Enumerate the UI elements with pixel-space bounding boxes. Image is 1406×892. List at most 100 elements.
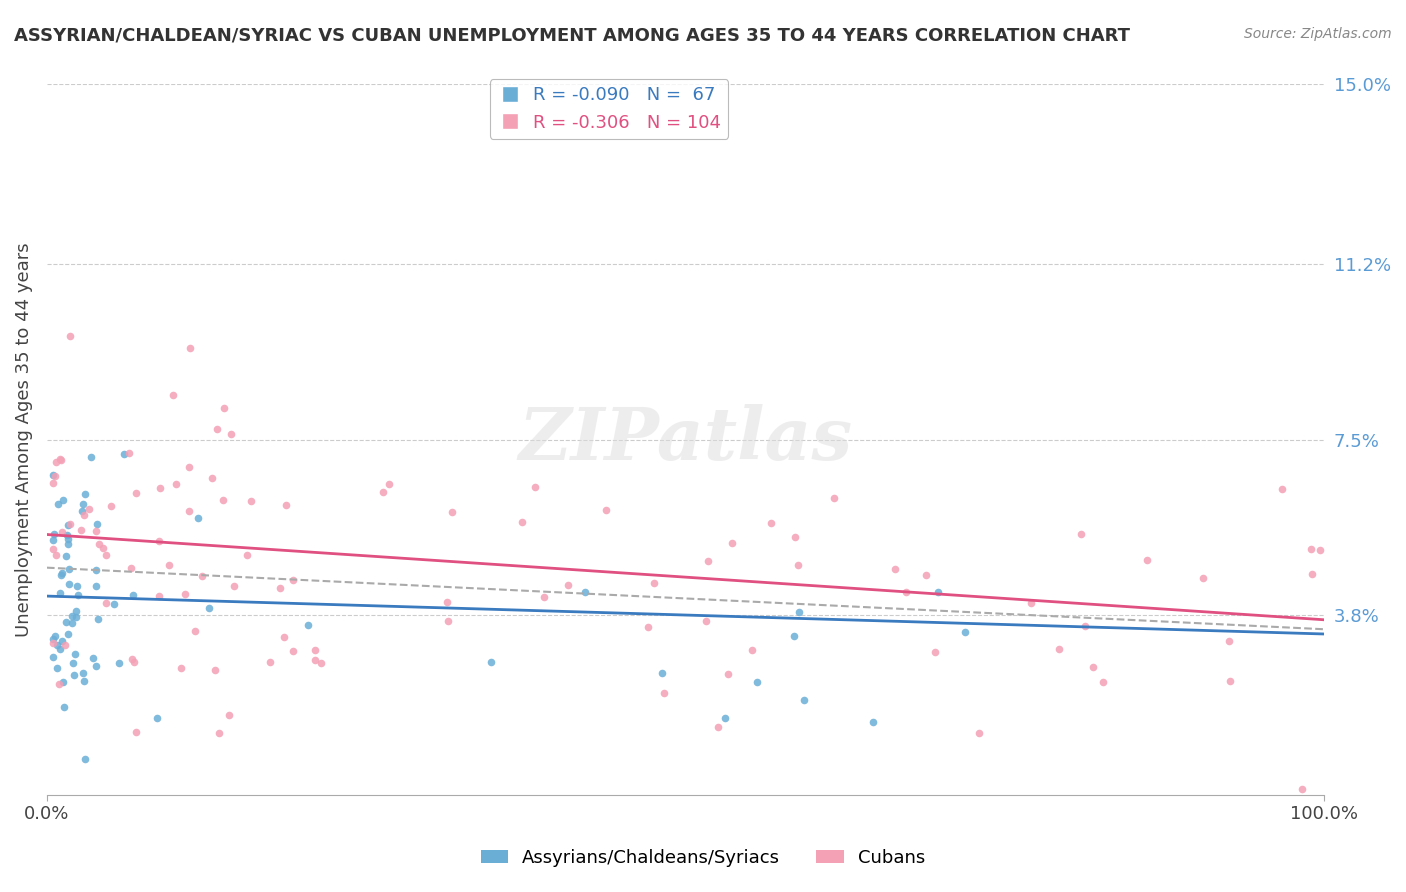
Point [170,661,193,675]
Point [75,487,97,501]
Point [741,643,763,657]
Point [1192,570,1215,584]
Point [125,724,148,739]
Point [55,638,77,652]
Point [72,666,94,681]
Point [595,503,617,517]
Point [148,589,170,603]
Point [1135,553,1157,567]
Point [787,558,810,572]
Point [60,608,83,623]
Point [84,524,107,538]
Point [304,642,326,657]
Point [208,726,231,740]
Point [51,567,73,582]
Point [66,579,89,593]
Point [45,661,67,675]
Point [56,517,79,532]
Point [378,477,401,491]
Point [56,537,79,551]
Point [48,677,70,691]
Point [42,636,65,650]
Point [177,459,200,474]
Point [783,629,806,643]
Point [1301,567,1323,582]
Point [651,665,673,680]
Point [207,422,229,436]
Point [927,585,949,599]
Point [201,471,224,485]
Point [191,569,214,583]
Point [65,610,87,624]
Point [198,601,221,615]
Point [44,469,66,483]
Point [437,614,460,628]
Point [55,549,77,564]
Point [259,656,281,670]
Point [73,673,96,688]
Point [56,528,79,542]
Point [42,467,65,482]
Point [373,484,395,499]
Point [783,530,806,544]
Point [793,693,815,707]
Point [652,686,675,700]
Point [80,450,103,464]
Point [524,480,547,494]
Point [281,644,304,658]
Point [174,587,197,601]
Point [707,720,730,734]
Point [45,638,67,652]
Point [45,548,67,562]
Point [212,493,235,508]
Point [695,614,717,628]
Point [72,497,94,511]
Point [1299,542,1322,557]
Point [87,537,110,551]
Point [103,597,125,611]
Point [637,620,659,634]
Point [510,515,533,529]
Point [42,632,65,646]
Point [55,615,77,630]
Point [747,674,769,689]
Point [62,668,84,682]
Legend: Assyrians/Chaldeans/Syriacs, Cubans: Assyrians/Chaldeans/Syriacs, Cubans [474,842,932,874]
Point [46,497,69,511]
Point [273,630,295,644]
Point [236,548,259,562]
Point [51,524,73,539]
Point [883,562,905,576]
Point [240,494,263,508]
Point [52,492,75,507]
Point [121,652,143,666]
Point [557,578,579,592]
Point [56,533,79,547]
Point [72,504,94,518]
Point [120,561,142,575]
Point [96,548,118,562]
Point [82,651,104,665]
Point [65,604,87,618]
Point [714,711,737,725]
Point [148,533,170,548]
Point [75,752,97,766]
Point [118,446,141,460]
Point [696,554,718,568]
Text: ZIPatlas: ZIPatlas [519,404,852,475]
Point [1309,542,1331,557]
Point [49,642,72,657]
Point [52,675,75,690]
Point [42,476,65,491]
Point [1271,482,1294,496]
Point [49,452,72,467]
Point [222,579,245,593]
Point [58,626,80,640]
Point [51,566,73,581]
Y-axis label: Unemployment Among Ages 35 to 44 years: Unemployment Among Ages 35 to 44 years [15,243,32,637]
Text: ASSYRIAN/CHALDEAN/SYRIAC VS CUBAN UNEMPLOYMENT AMONG AGES 35 TO 44 YEARS CORRELA: ASSYRIAN/CHALDEAN/SYRIAC VS CUBAN UNEMPL… [14,27,1130,45]
Point [1218,633,1240,648]
Point [214,401,236,416]
Point [149,481,172,495]
Legend: R = -0.090   N =  67, R = -0.306   N = 104: R = -0.090 N = 67, R = -0.306 N = 104 [489,79,728,139]
